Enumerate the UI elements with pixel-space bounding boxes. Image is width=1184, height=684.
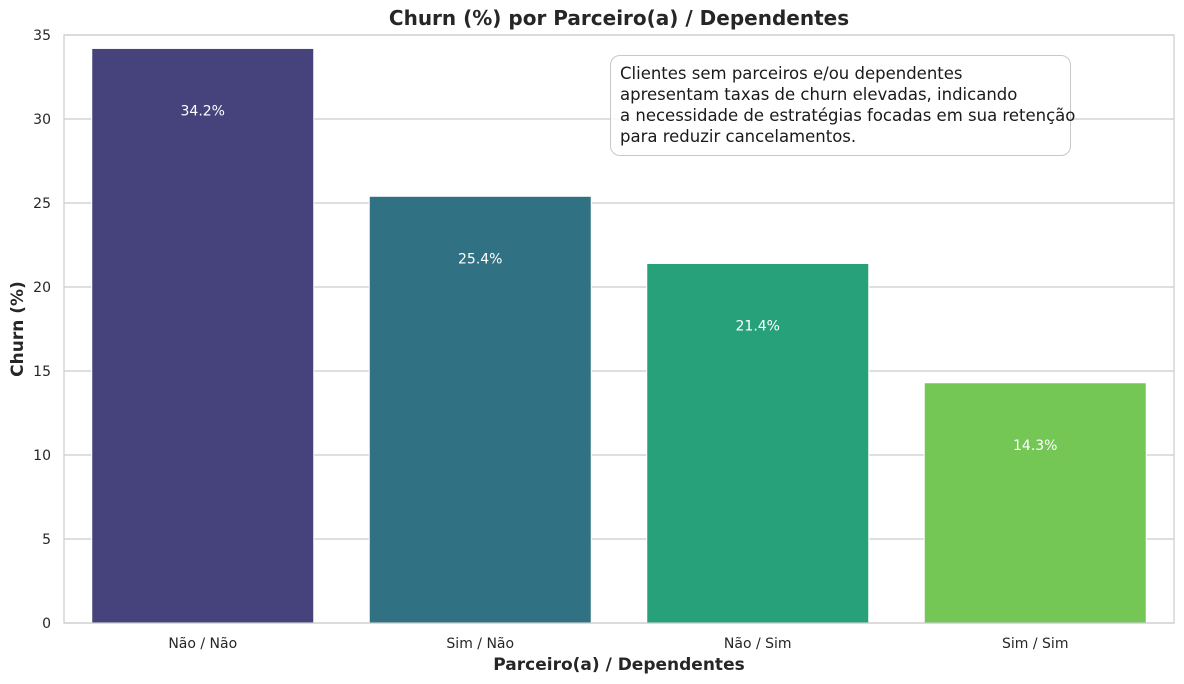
x-tick-label: Sim / Não <box>446 636 514 652</box>
annotation-box: Clientes sem parceiros e/ou dependentes … <box>610 55 1076 156</box>
bar <box>91 47 315 624</box>
plot-frame <box>63 34 1175 624</box>
y-tick-label: 15 <box>33 364 51 380</box>
x-tick-label: Não / Sim <box>724 636 792 652</box>
y-tick-label: 20 <box>33 280 51 296</box>
x-axis-label: Parceiro(a) / Dependentes <box>493 655 744 675</box>
y-tick-label: 35 <box>33 28 51 44</box>
y-tick-labels: 0 5 10 15 20 25 30 35 <box>33 28 51 632</box>
x-tick-label: Sim / Sim <box>1002 636 1068 652</box>
bar-value-labels: 34.2% 25.4% 21.4% 14.3% <box>181 103 1058 453</box>
bar <box>646 262 870 624</box>
annotation-line: apresentam taxas de churn elevadas, indi… <box>620 85 1018 104</box>
x-tick-label: Não / Não <box>168 636 237 652</box>
bar <box>368 195 592 624</box>
bar-value-label: 14.3% <box>1013 438 1057 454</box>
bar-value-label: 34.2% <box>181 103 225 119</box>
y-tick-label: 30 <box>33 112 51 128</box>
annotation-line: a necessidade de estratégias focadas em … <box>620 106 1076 125</box>
chart-title: Churn (%) por Parceiro(a) / Dependentes <box>389 6 849 30</box>
bar-value-label: 25.4% <box>458 251 502 267</box>
annotation-line: Clientes sem parceiros e/ou dependentes <box>620 64 963 83</box>
y-tick-label: 10 <box>33 448 51 464</box>
x-tick-labels: Não / Não Sim / Não Não / Sim Sim / Sim <box>168 636 1068 652</box>
y-axis-label: Churn (%) <box>8 281 28 377</box>
bar-value-label: 21.4% <box>736 318 780 334</box>
y-tick-label: 25 <box>33 196 51 212</box>
y-tick-label: 5 <box>42 532 51 548</box>
bar <box>923 382 1147 624</box>
annotation-line: para reduzir cancelamentos. <box>620 127 857 146</box>
y-tick-label: 0 <box>42 616 51 632</box>
bars <box>91 47 1147 624</box>
